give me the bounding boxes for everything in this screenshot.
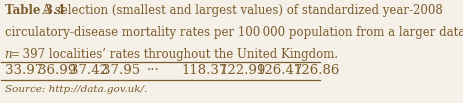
Text: Table 3.4: Table 3.4 [5, 4, 65, 17]
Text: 126.47: 126.47 [257, 64, 303, 77]
Text: 37.95: 37.95 [102, 64, 140, 77]
Text: n: n [5, 49, 12, 61]
Text: 36.99: 36.99 [38, 64, 76, 77]
Text: ···: ··· [146, 64, 159, 77]
Text: = 397 localities’ rates throughout the United Kingdom.: = 397 localities’ rates throughout the U… [8, 49, 338, 61]
Text: 118.37: 118.37 [181, 64, 228, 77]
Text: A selection (smallest and largest values) of standardized year-2008: A selection (smallest and largest values… [35, 4, 443, 17]
Text: circulatory-disease mortality rates per 100 000 population from a larger data se: circulatory-disease mortality rates per … [5, 26, 463, 39]
Text: 126.86: 126.86 [293, 64, 339, 77]
Text: 122.99: 122.99 [220, 64, 266, 77]
Text: 37.42: 37.42 [70, 64, 108, 77]
Text: 33.97: 33.97 [5, 64, 43, 77]
Text: Source: http://data.gov.uk/.: Source: http://data.gov.uk/. [5, 85, 147, 94]
